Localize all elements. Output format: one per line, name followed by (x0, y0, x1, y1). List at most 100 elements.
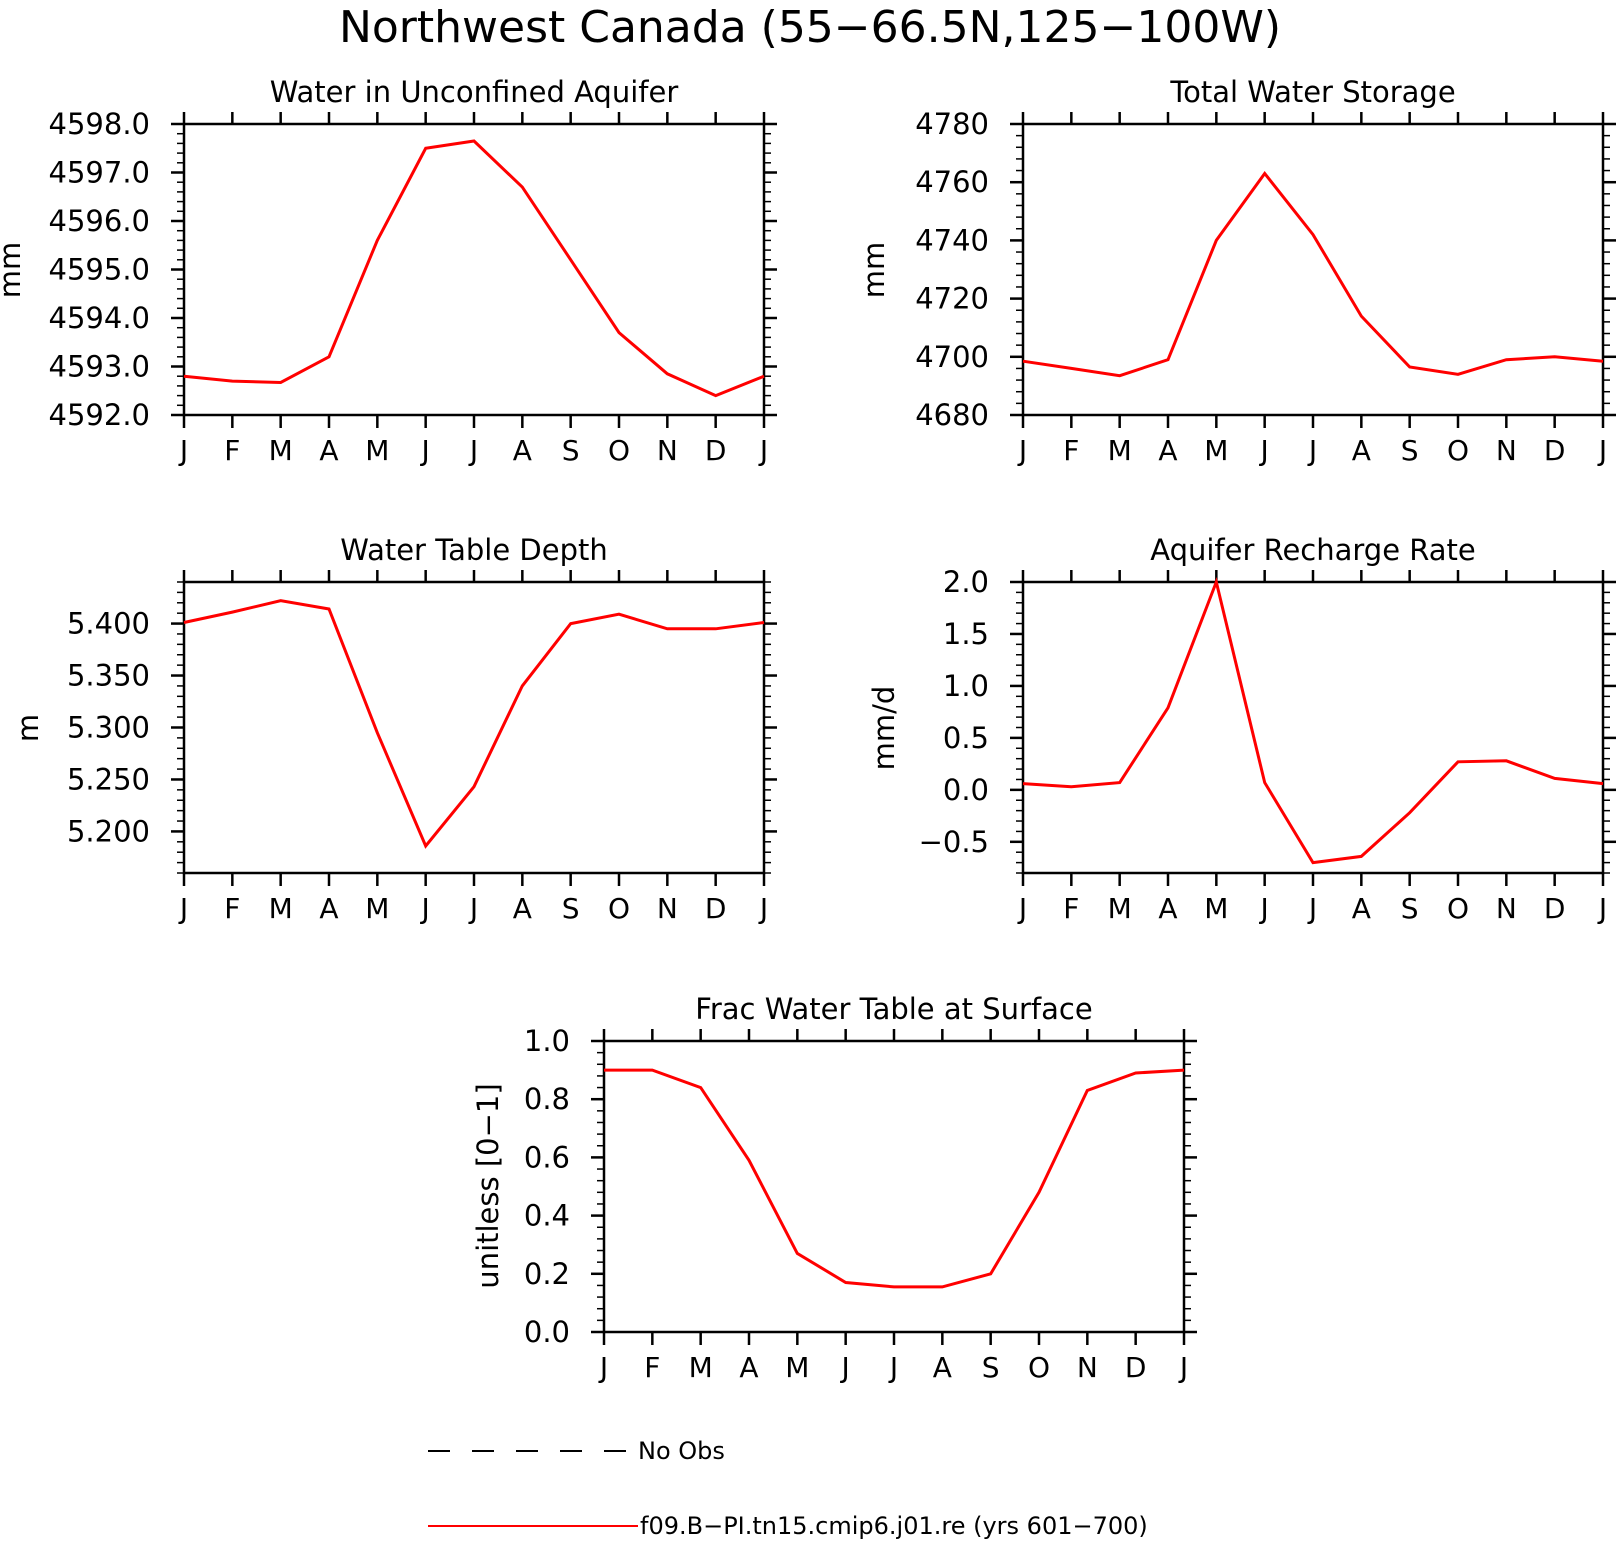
y-tick-label: 5.250 (67, 762, 150, 796)
y-tick-label: 4720 (915, 282, 989, 316)
x-tick-label: J (420, 434, 430, 467)
x-tick-label: A (1352, 892, 1371, 925)
y-tick-label: 4597.0 (49, 156, 150, 190)
x-tick-label: J (1259, 434, 1269, 467)
x-tick-label: S (562, 892, 580, 925)
y-tick-label: 4680 (915, 398, 989, 432)
y-tick-label: 4596.0 (49, 204, 150, 238)
y-tick-label: 5.350 (67, 659, 150, 693)
x-tick-label: J (178, 892, 188, 925)
x-tick-label: J (468, 434, 478, 467)
y-tick-label: 4700 (915, 340, 989, 374)
x-tick-label: J (1178, 1351, 1188, 1384)
legend-label-model: f09.B−PI.tn15.cmip6.j01.re (yrs 601−700) (640, 1512, 1148, 1540)
legend: No Obs f09.B−PI.tn15.cmip6.j01.re (yrs 6… (428, 1437, 1148, 1540)
x-tick-label: M (365, 434, 389, 467)
x-tick-label: A (1158, 892, 1177, 925)
series-line (183, 139, 765, 398)
y-tick-label: 1.0 (524, 1024, 570, 1058)
x-tick-label: D (1544, 434, 1566, 467)
x-tick-label: F (1063, 892, 1079, 925)
y-tick-label: 0.0 (524, 1315, 570, 1349)
series-line (183, 599, 765, 849)
y-tick-label: −0.5 (919, 825, 989, 859)
x-tick-label: J (758, 434, 768, 467)
x-tick-label: N (1496, 892, 1517, 925)
x-tick-label: A (1158, 434, 1177, 467)
x-tick-label: O (1447, 434, 1469, 467)
x-tick-label: D (705, 892, 727, 925)
x-tick-label: M (785, 1351, 809, 1384)
x-tick-label: D (705, 434, 727, 467)
x-tick-label: A (1352, 434, 1371, 467)
panel-title: Total Water Storage (1169, 75, 1455, 109)
x-tick-label: A (933, 1351, 952, 1384)
y-axis-label: mm/d (867, 686, 901, 771)
x-tick-label: F (1063, 434, 1079, 467)
y-tick-label: 2.0 (943, 565, 989, 599)
x-tick-label: J (468, 892, 478, 925)
x-tick-label: J (1307, 892, 1317, 925)
figure-title: Northwest Canada (55−66.5N,125−100W) (339, 2, 1281, 53)
x-tick-label: N (657, 434, 678, 467)
y-axis-label: m (11, 714, 45, 742)
y-tick-label: 0.2 (524, 1257, 570, 1291)
x-tick-label: A (739, 1351, 758, 1384)
y-axis-label: mm (0, 242, 27, 299)
x-tick-label: N (1077, 1351, 1098, 1384)
y-tick-label: 4592.0 (49, 398, 150, 432)
y-tick-label: 5.300 (67, 711, 150, 745)
legend-label-no-obs: No Obs (638, 1437, 725, 1465)
x-tick-label: S (982, 1351, 1000, 1384)
x-tick-label: M (1204, 434, 1228, 467)
panel-title: Water Table Depth (340, 533, 608, 567)
x-tick-label: N (657, 892, 678, 925)
x-tick-label: O (608, 892, 630, 925)
x-tick-label: M (269, 434, 293, 467)
x-tick-label: J (1017, 434, 1027, 467)
x-tick-label: O (608, 434, 630, 467)
x-tick-label: N (1496, 434, 1517, 467)
series-line (1022, 171, 1604, 378)
x-tick-label: O (1447, 892, 1469, 925)
x-tick-label: M (1204, 892, 1228, 925)
y-tick-label: 4780 (915, 107, 989, 141)
x-tick-label: F (224, 892, 240, 925)
y-tick-label: 0.8 (524, 1082, 570, 1116)
x-tick-label: M (1108, 434, 1132, 467)
x-tick-label: D (1544, 892, 1566, 925)
x-tick-label: S (562, 434, 580, 467)
y-axis-label: mm (857, 242, 891, 299)
x-tick-label: J (1307, 434, 1317, 467)
x-tick-label: F (224, 434, 240, 467)
x-tick-label: J (1597, 892, 1607, 925)
y-tick-label: 0.6 (524, 1140, 570, 1174)
x-tick-label: J (888, 1351, 898, 1384)
y-tick-label: 4593.0 (49, 350, 150, 384)
x-tick-label: F (644, 1351, 660, 1384)
y-tick-label: 4760 (915, 165, 989, 199)
x-tick-label: S (1401, 892, 1419, 925)
x-tick-label: J (758, 892, 768, 925)
x-tick-label: O (1028, 1351, 1050, 1384)
x-tick-label: J (1259, 892, 1269, 925)
x-tick-label: J (1017, 892, 1027, 925)
x-tick-label: M (1108, 892, 1132, 925)
x-tick-label: J (840, 1351, 850, 1384)
x-tick-label: A (319, 434, 338, 467)
y-tick-label: 1.5 (943, 617, 989, 651)
x-tick-label: J (598, 1351, 608, 1384)
x-tick-label: S (1401, 434, 1419, 467)
x-tick-label: J (1597, 434, 1607, 467)
x-tick-label: D (1125, 1351, 1147, 1384)
y-tick-label: 1.0 (943, 669, 989, 703)
x-tick-label: M (689, 1351, 713, 1384)
y-tick-label: 5.200 (67, 814, 150, 848)
panel-title: Frac Water Table at Surface (695, 992, 1092, 1026)
panel-title: Water in Unconfined Aquifer (270, 75, 679, 109)
y-tick-label: 0.4 (524, 1199, 570, 1233)
